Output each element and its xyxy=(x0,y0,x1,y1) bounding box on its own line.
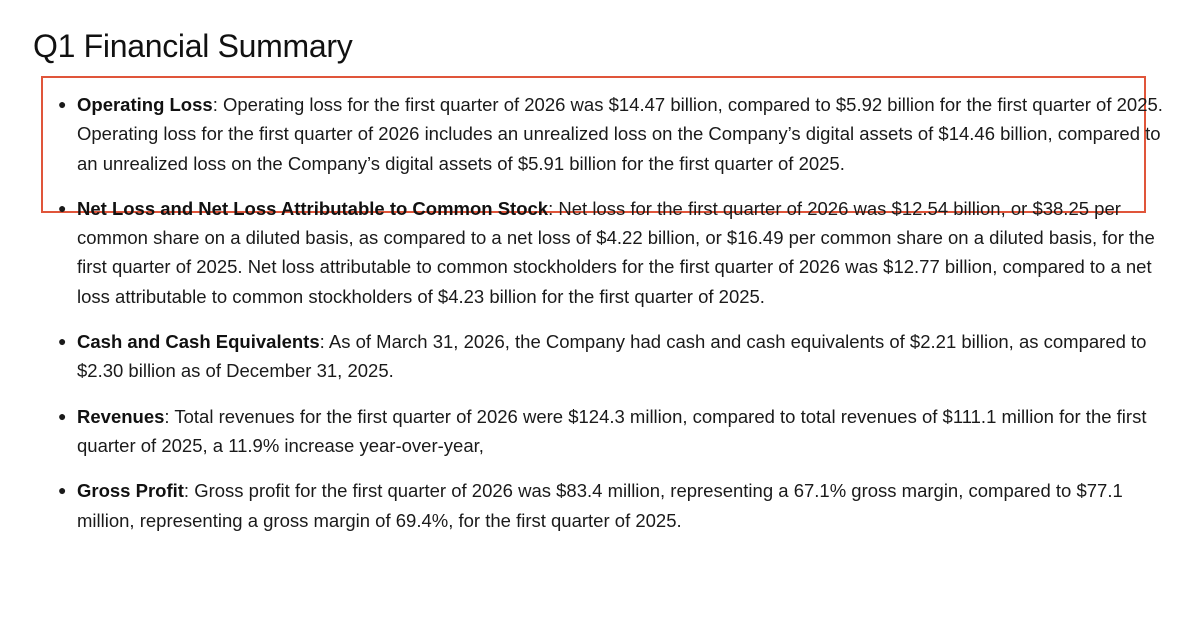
bullet-icon: ● xyxy=(58,96,67,112)
bullet-icon: ● xyxy=(58,199,67,216)
summary-list: ● Operating Loss: Operating loss for the … xyxy=(58,90,1177,551)
bullet-icon: ● xyxy=(58,407,67,424)
summary-item-net-loss: ● Net Loss and Net Loss Attributable to C… xyxy=(58,194,1177,311)
item-term: Operating Loss xyxy=(77,94,213,115)
summary-item-cash: ● Cash and Cash Equivalents: As of March … xyxy=(58,327,1177,386)
item-text: : Operating loss for the first quarter o… xyxy=(77,94,1163,174)
item-term: Gross Profit xyxy=(77,480,184,502)
item-text: : Net loss for the first quarter of 2026… xyxy=(77,197,1155,307)
item-text: : Total revenues for the first quarter o… xyxy=(77,405,1147,456)
bullet-icon: ● xyxy=(58,482,67,499)
item-term: Revenues xyxy=(77,405,165,427)
summary-item-operating-loss: ● Operating Loss: Operating loss for the … xyxy=(58,90,1177,178)
item-term: Net Loss and Net Loss Attributable to Co… xyxy=(77,197,549,219)
page-title: Q1 Financial Summary xyxy=(33,28,353,64)
item-text: : As of March 31, 2026, the Company had … xyxy=(77,331,1147,382)
summary-item-revenues: ● Revenues: Total revenues for the first … xyxy=(58,402,1177,461)
item-term: Cash and Cash Equivalents xyxy=(77,331,320,353)
bullet-icon: ● xyxy=(58,333,67,350)
summary-item-gross-profit: ● Gross Profit: Gross profit for the firs… xyxy=(58,476,1177,535)
item-text: : Gross profit for the first quarter of … xyxy=(77,480,1123,531)
